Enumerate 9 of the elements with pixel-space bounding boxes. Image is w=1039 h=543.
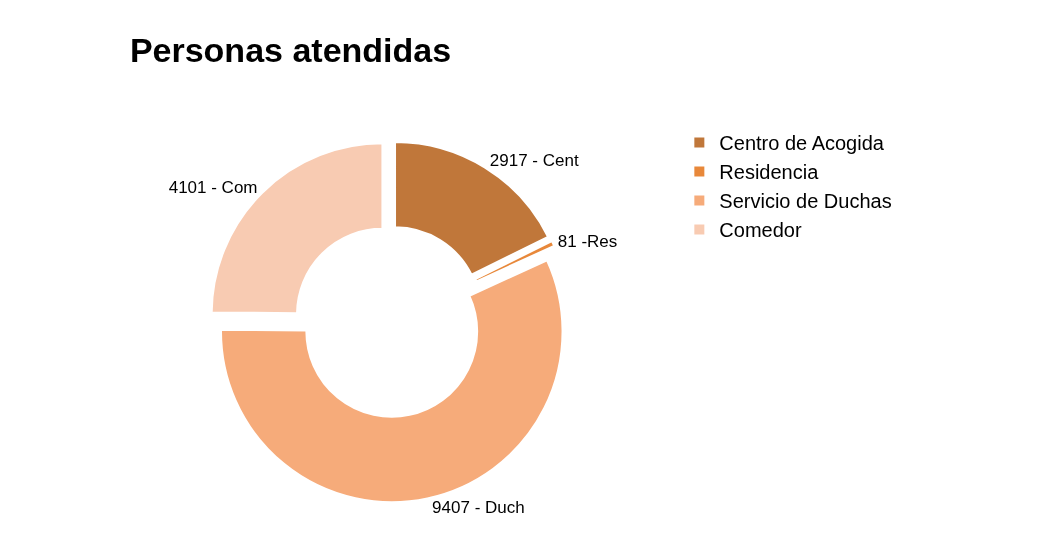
legend-label: Servicio de Duchas <box>719 190 892 213</box>
chart-title: Personas atendidas <box>129 30 452 69</box>
legend-label: Centro de Acogida <box>719 132 885 155</box>
data-label: 4101 - Com <box>168 178 258 198</box>
data-label: 9407 - Duch <box>432 497 525 517</box>
legend-label: Residencia <box>719 161 820 184</box>
data-label: 2917 - Cent <box>489 151 579 171</box>
legend-label: Comedor <box>719 219 802 242</box>
data-label: 81 -Res <box>557 232 618 252</box>
